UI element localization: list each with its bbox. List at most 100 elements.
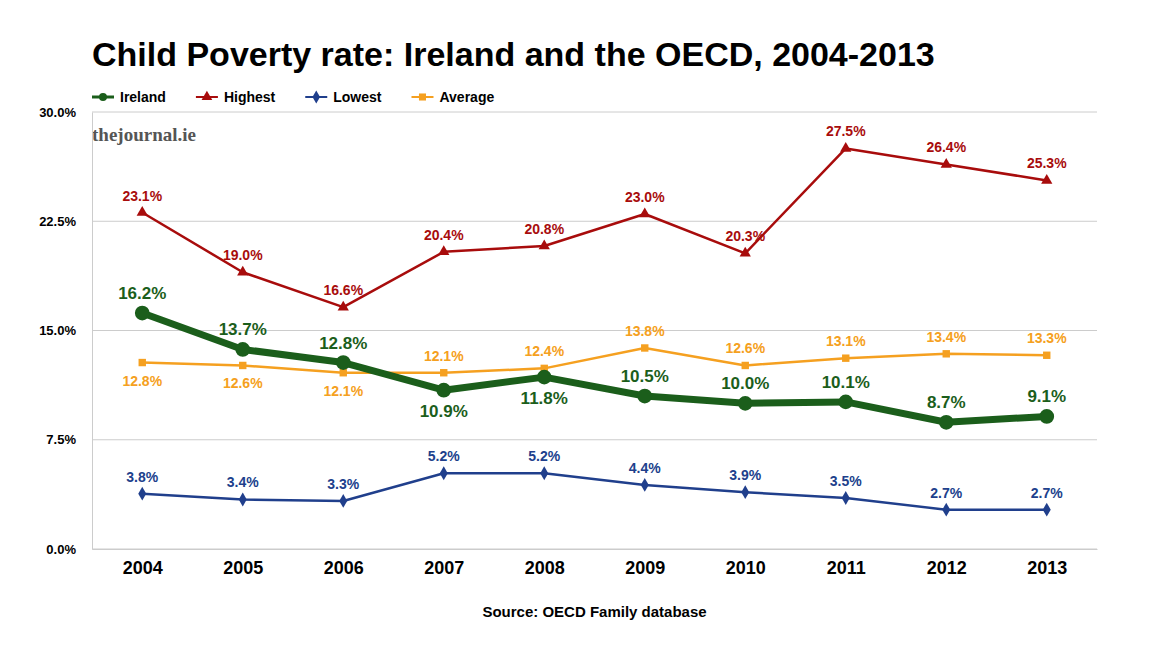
grid-line [92, 549, 1097, 550]
legend-item: Ireland [92, 89, 166, 105]
legend-symbol [312, 90, 320, 103]
data-label: 10.9% [420, 402, 468, 421]
series-marker [138, 487, 146, 501]
source: Source: OECD Family database [482, 603, 706, 620]
legend-label: Lowest [333, 89, 382, 105]
data-label: 12.1% [323, 383, 363, 399]
series-line [142, 473, 1047, 509]
series-marker [740, 247, 751, 257]
legend-item: Average [411, 89, 494, 105]
series-marker [436, 383, 451, 398]
y-axis: 0.0% 7.5% 15.0% 22.5% 30.0% [39, 105, 92, 557]
data-label: 5.2% [528, 448, 560, 464]
x-tick-label: 2013 [1027, 558, 1067, 578]
data-label: 3.8% [126, 469, 158, 485]
series-marker [939, 415, 954, 430]
data-label: 3.3% [327, 476, 359, 492]
y-tick: 30.0% [39, 105, 92, 120]
x-tick: 2011 [827, 549, 866, 578]
data-label: 10.0% [721, 374, 769, 393]
grid-line [92, 221, 1097, 222]
series-marker [539, 240, 550, 250]
x-tick-label: 2006 [324, 558, 364, 578]
data-label: 3.5% [830, 473, 862, 489]
data-label: 27.5% [826, 123, 866, 139]
data-label: 9.1% [1027, 387, 1066, 406]
legend-label: Highest [224, 89, 276, 105]
data-label: 16.6% [323, 282, 363, 298]
series-marker [139, 359, 146, 366]
data-label: 23.1% [122, 188, 162, 204]
x-tick-label: 2009 [625, 558, 665, 578]
data-label: 5.2% [428, 448, 460, 464]
series-marker [237, 266, 248, 276]
data-label: 13.4% [926, 329, 966, 345]
legend-label: Ireland [120, 89, 166, 105]
chart: Child Poverty rate: Ireland and the OECD… [0, 0, 1154, 652]
y-tick-label: 0.0% [46, 542, 76, 557]
grid-line [92, 112, 1097, 113]
x-tick: 2009 [625, 549, 665, 578]
data-label: 10.5% [621, 367, 669, 386]
legend-symbol [419, 93, 426, 100]
series-marker [641, 478, 649, 492]
grid-line [92, 439, 1097, 440]
data-label: 2.7% [930, 485, 962, 501]
data-label: 12.8% [319, 334, 367, 353]
y-tick: 0.0% [46, 542, 92, 557]
series-marker [1043, 503, 1051, 517]
series-marker [637, 389, 652, 404]
data-label: 12.1% [424, 348, 464, 364]
x-tick: 2010 [726, 549, 766, 578]
series-marker [842, 354, 849, 361]
series-marker [1039, 409, 1054, 424]
data-label: 13.7% [219, 320, 267, 339]
data-label: 16.2% [118, 284, 166, 303]
x-tick: 2007 [424, 549, 464, 578]
x-tick-label: 2007 [424, 558, 464, 578]
data-label: 3.9% [729, 467, 761, 483]
x-tick: 2008 [525, 549, 565, 578]
data-label: 13.1% [826, 333, 866, 349]
data-label: 3.4% [227, 474, 259, 490]
series-marker [338, 301, 349, 311]
y-tick-label: 7.5% [46, 432, 76, 447]
data-label: 13.3% [1027, 330, 1067, 346]
watermark: thejournal.ie [92, 124, 196, 145]
x-tick: 2012 [927, 549, 967, 578]
y-tick: 22.5% [39, 214, 92, 229]
series-marker [137, 206, 148, 216]
data-label: 12.4% [524, 343, 564, 359]
data-label: 4.4% [629, 460, 661, 476]
series-marker [840, 142, 851, 152]
legend: Ireland Highest Lowest Average [92, 89, 494, 105]
data-label: 23.0% [625, 189, 665, 205]
data-label: 12.6% [725, 340, 765, 356]
data-label: 10.1% [822, 373, 870, 392]
legend-item: Lowest [305, 89, 382, 105]
legend-symbol [202, 91, 213, 100]
series-marker [941, 158, 952, 168]
series-marker [838, 395, 853, 410]
series-marker [340, 369, 347, 376]
x-axis: 2004200520062007200820092010201120122013 [93, 549, 1098, 578]
series-marker [440, 466, 448, 480]
legend-item: Highest [196, 89, 276, 105]
series-line [142, 148, 1047, 307]
series-marker [741, 485, 749, 499]
y-tick: 7.5% [46, 432, 92, 447]
data-label: 12.6% [223, 375, 263, 391]
x-tick-label: 2004 [123, 558, 163, 578]
y-tick: 15.0% [39, 323, 92, 338]
data-label: 20.8% [524, 221, 564, 237]
series-marker [235, 342, 250, 357]
x-tick-label: 2011 [827, 558, 866, 578]
data-label: 26.4% [926, 139, 966, 155]
series-marker [641, 344, 648, 351]
series-marker [639, 207, 650, 217]
series-marker [738, 396, 753, 411]
series-marker [339, 494, 347, 508]
data-label: 20.3% [725, 228, 765, 244]
series-marker [438, 245, 449, 255]
x-tick-label: 2008 [525, 558, 565, 578]
